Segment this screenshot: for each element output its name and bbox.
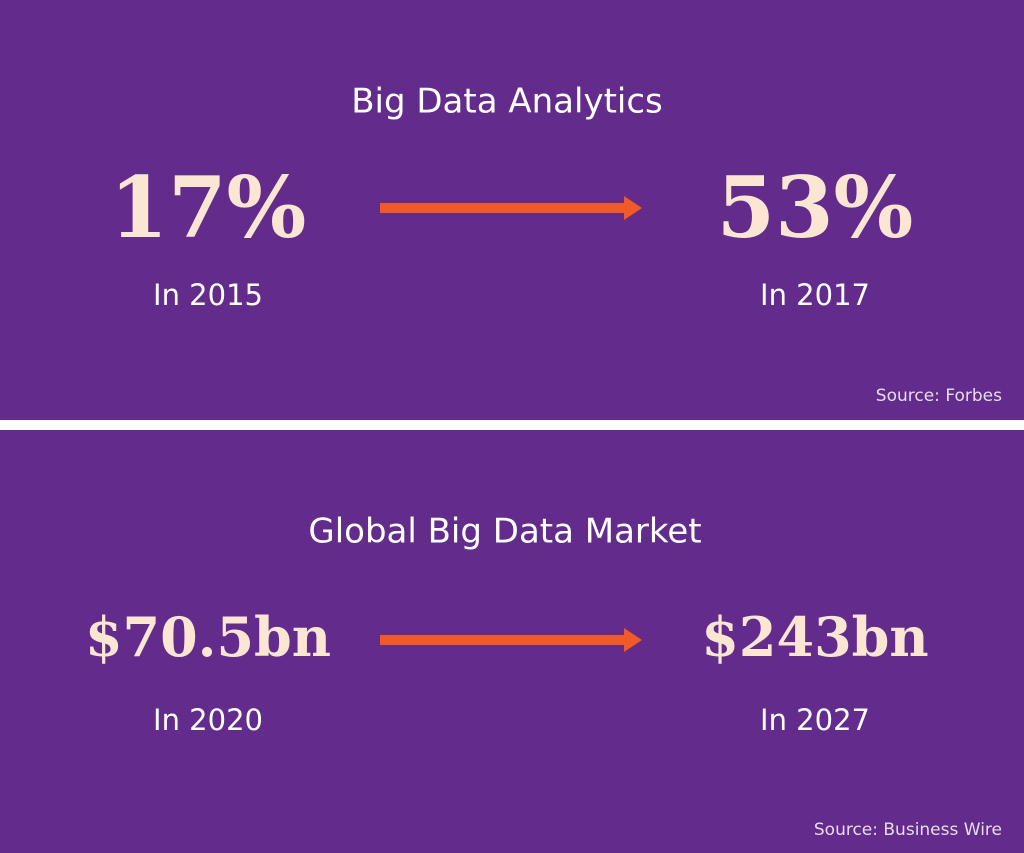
arrow xyxy=(380,196,642,220)
panel-title: Global Big Data Market xyxy=(308,512,701,552)
end-value: 53% xyxy=(717,158,914,257)
end-year: In 2017 xyxy=(760,278,870,312)
panel-title: Big Data Analytics xyxy=(351,82,663,122)
source: Source: Business Wire xyxy=(814,820,1002,840)
start-value: $70.5bn xyxy=(85,605,331,669)
start-value: 17% xyxy=(110,158,307,257)
end-year: In 2027 xyxy=(760,703,870,737)
start-year: In 2015 xyxy=(153,278,263,312)
start-year: In 2020 xyxy=(153,703,263,737)
arrow xyxy=(380,628,642,652)
end-value: $243bn xyxy=(701,605,928,669)
source: Source: Forbes xyxy=(876,386,1002,406)
